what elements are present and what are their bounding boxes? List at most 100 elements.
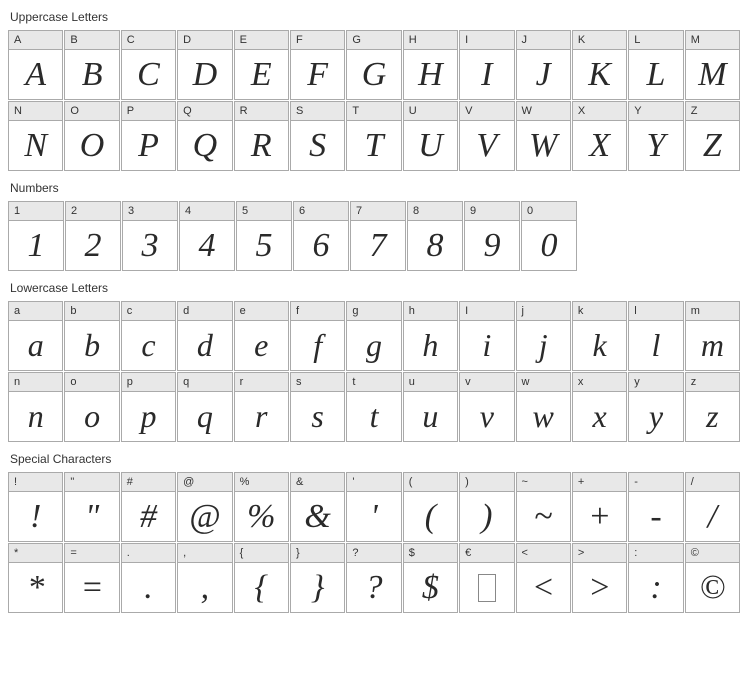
glyph-cell[interactable]: "" <box>64 472 119 542</box>
glyph-cell[interactable]: RR <box>234 101 289 171</box>
glyph-cell[interactable]: @@ <box>177 472 232 542</box>
glyph-cell[interactable]: YY <box>628 101 683 171</box>
glyph-row: 11223344556677889900 <box>8 201 740 271</box>
glyph-cell[interactable]: € <box>459 543 514 613</box>
glyph-cell[interactable]: ff <box>290 301 345 371</box>
glyph-cell[interactable]: zz <box>685 372 740 442</box>
glyph-cell[interactable]: FF <box>290 30 345 100</box>
glyph-preview: d <box>178 321 231 370</box>
glyph-cell[interactable]: {{ <box>234 543 289 613</box>
glyph-label: S <box>291 102 344 121</box>
glyph-cell[interactable]: // <box>685 472 740 542</box>
glyph-cell[interactable]: EE <box>234 30 289 100</box>
glyph-cell[interactable]: '' <box>346 472 401 542</box>
glyph-cell[interactable]: .. <box>121 543 176 613</box>
glyph-cell[interactable]: NN <box>8 101 63 171</box>
glyph-cell[interactable]: 22 <box>65 201 121 271</box>
glyph-cell[interactable]: << <box>516 543 571 613</box>
glyph-cell[interactable]: jj <box>516 301 571 371</box>
glyph-cell[interactable]: xx <box>572 372 627 442</box>
glyph-cell[interactable]: 88 <box>407 201 463 271</box>
glyph-cell[interactable]: }} <box>290 543 345 613</box>
glyph-label: E <box>235 31 288 50</box>
glyph-cell[interactable]: nn <box>8 372 63 442</box>
glyph-cell[interactable]: ll <box>628 301 683 371</box>
glyph-cell[interactable]: GG <box>346 30 401 100</box>
glyph-cell[interactable]: 11 <box>8 201 64 271</box>
glyph-cell[interactable]: mm <box>685 301 740 371</box>
glyph-cell[interactable]: && <box>290 472 345 542</box>
glyph-cell[interactable]: gg <box>346 301 401 371</box>
glyph-cell[interactable]: SS <box>290 101 345 171</box>
glyph-cell[interactable]: MM <box>685 30 740 100</box>
glyph-cell[interactable]: CC <box>121 30 176 100</box>
glyph-cell[interactable]: DD <box>177 30 232 100</box>
glyph-cell[interactable]: WW <box>516 101 571 171</box>
glyph-cell[interactable]: 33 <box>122 201 178 271</box>
glyph-cell[interactable]: HH <box>403 30 458 100</box>
glyph-label: { <box>235 544 288 563</box>
glyph-cell[interactable]: ,, <box>177 543 232 613</box>
glyph-cell[interactable]: uu <box>403 372 458 442</box>
glyph-cell[interactable]: oo <box>64 372 119 442</box>
glyph-cell[interactable]: KK <box>572 30 627 100</box>
glyph-cell[interactable]: ## <box>121 472 176 542</box>
glyph-cell[interactable]: AA <box>8 30 63 100</box>
glyph-cell[interactable]: bb <box>64 301 119 371</box>
glyph-cell[interactable]: dd <box>177 301 232 371</box>
glyph-cell[interactable]: hh <box>403 301 458 371</box>
glyph-cell[interactable]: $$ <box>403 543 458 613</box>
section-title: Uppercase Letters <box>10 10 740 24</box>
glyph-cell[interactable]: ©© <box>685 543 740 613</box>
glyph-label: R <box>235 102 288 121</box>
glyph-cell[interactable]: >> <box>572 543 627 613</box>
glyph-cell[interactable]: ?? <box>346 543 401 613</box>
glyph-cell[interactable]: pp <box>121 372 176 442</box>
glyph-cell[interactable]: -- <box>628 472 683 542</box>
glyph-cell[interactable]: OO <box>64 101 119 171</box>
glyph-label: M <box>686 31 739 50</box>
glyph-cell[interactable]: )) <box>459 472 514 542</box>
glyph-cell[interactable]: 99 <box>464 201 520 271</box>
glyph-cell[interactable]: %% <box>234 472 289 542</box>
glyph-cell[interactable]: JJ <box>516 30 571 100</box>
glyph-cell[interactable]: ~~ <box>516 472 571 542</box>
glyph-cell[interactable]: vv <box>459 372 514 442</box>
glyph-cell[interactable]: TT <box>346 101 401 171</box>
glyph-label: e <box>235 302 288 321</box>
glyph-cell[interactable]: VV <box>459 101 514 171</box>
glyph-cell[interactable]: 66 <box>293 201 349 271</box>
glyph-cell[interactable]: ss <box>290 372 345 442</box>
glyph-cell[interactable]: aa <box>8 301 63 371</box>
glyph-cell[interactable]: ee <box>234 301 289 371</box>
glyph-cell[interactable]: ++ <box>572 472 627 542</box>
glyph-cell[interactable]: tt <box>346 372 401 442</box>
glyph-cell[interactable]: II <box>459 30 514 100</box>
glyph-preview: © <box>686 563 739 612</box>
glyph-row: **==..,,{{}}??$$€<<>>::©© <box>8 543 740 613</box>
glyph-cell[interactable]: XX <box>572 101 627 171</box>
glyph-cell[interactable]: ** <box>8 543 63 613</box>
glyph-cell[interactable]: qq <box>177 372 232 442</box>
glyph-cell[interactable]: 44 <box>179 201 235 271</box>
glyph-cell[interactable]: !! <box>8 472 63 542</box>
glyph-cell[interactable]: BB <box>64 30 119 100</box>
glyph-cell[interactable]: 00 <box>521 201 577 271</box>
glyph-cell[interactable]: 55 <box>236 201 292 271</box>
glyph-cell[interactable]: 77 <box>350 201 406 271</box>
glyph-cell[interactable]: QQ <box>177 101 232 171</box>
glyph-cell[interactable]: :: <box>628 543 683 613</box>
glyph-preview: * <box>9 563 62 612</box>
glyph-cell[interactable]: rr <box>234 372 289 442</box>
glyph-cell[interactable]: kk <box>572 301 627 371</box>
glyph-cell[interactable]: == <box>64 543 119 613</box>
glyph-cell[interactable]: (( <box>403 472 458 542</box>
glyph-cell[interactable]: cc <box>121 301 176 371</box>
glyph-cell[interactable]: PP <box>121 101 176 171</box>
glyph-cell[interactable]: ww <box>516 372 571 442</box>
glyph-cell[interactable]: ZZ <box>685 101 740 171</box>
glyph-cell[interactable]: yy <box>628 372 683 442</box>
glyph-cell[interactable]: LL <box>628 30 683 100</box>
glyph-cell[interactable]: Ii <box>459 301 514 371</box>
glyph-cell[interactable]: UU <box>403 101 458 171</box>
